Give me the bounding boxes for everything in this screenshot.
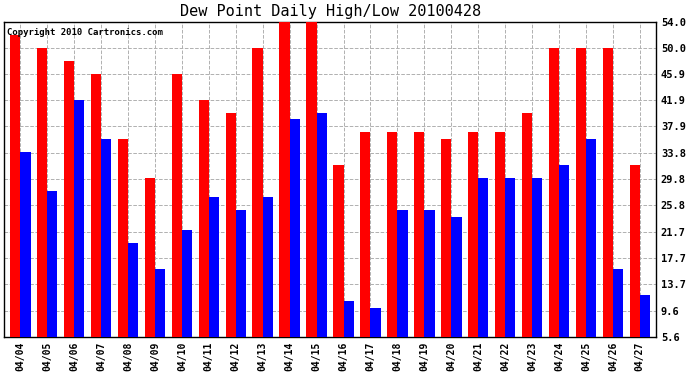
Bar	[226, 113, 236, 373]
Bar	[629, 165, 640, 373]
Bar	[451, 217, 462, 373]
Bar	[602, 48, 613, 373]
Bar	[37, 48, 47, 373]
Bar	[532, 178, 542, 373]
Bar	[613, 269, 623, 373]
Bar	[118, 139, 128, 373]
Bar	[333, 165, 344, 373]
Bar	[128, 243, 138, 373]
Bar	[290, 119, 300, 373]
Bar	[387, 132, 397, 373]
Title: Dew Point Daily High/Low 20100428: Dew Point Daily High/Low 20100428	[179, 4, 481, 19]
Bar	[10, 35, 20, 373]
Bar	[182, 230, 193, 373]
Bar	[640, 295, 650, 373]
Bar	[505, 178, 515, 373]
Bar	[317, 113, 327, 373]
Bar	[424, 210, 435, 373]
Bar	[306, 22, 317, 373]
Bar	[101, 139, 111, 373]
Text: Copyright 2010 Cartronics.com: Copyright 2010 Cartronics.com	[8, 28, 164, 37]
Bar	[478, 178, 489, 373]
Bar	[397, 210, 408, 373]
Bar	[47, 191, 57, 373]
Bar	[209, 197, 219, 373]
Bar	[559, 165, 569, 373]
Bar	[155, 269, 165, 373]
Bar	[64, 61, 75, 373]
Bar	[549, 48, 559, 373]
Bar	[495, 132, 505, 373]
Bar	[360, 132, 371, 373]
Bar	[172, 74, 182, 373]
Bar	[20, 152, 30, 373]
Bar	[371, 308, 381, 373]
Bar	[145, 178, 155, 373]
Bar	[75, 100, 84, 373]
Bar	[441, 139, 451, 373]
Bar	[279, 22, 290, 373]
Bar	[91, 74, 101, 373]
Bar	[414, 132, 424, 373]
Bar	[263, 197, 273, 373]
Bar	[199, 100, 209, 373]
Bar	[236, 210, 246, 373]
Bar	[344, 302, 354, 373]
Bar	[522, 113, 532, 373]
Bar	[575, 48, 586, 373]
Bar	[586, 139, 596, 373]
Bar	[253, 48, 263, 373]
Bar	[468, 132, 478, 373]
